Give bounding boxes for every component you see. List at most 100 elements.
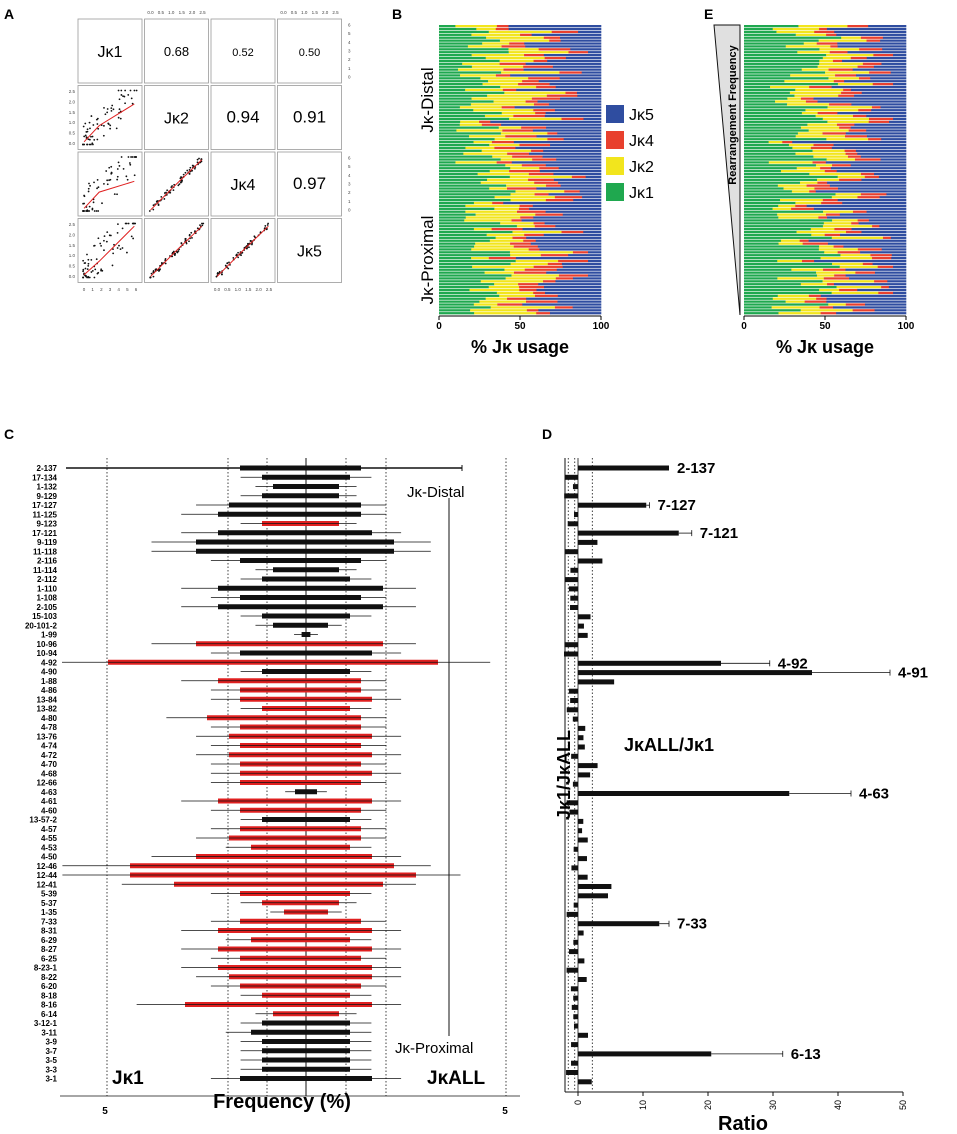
bar-segment-Jκ1 [744,230,797,234]
right-tick-label: 5 [348,31,351,36]
legend-label: Jκ4 [629,133,654,150]
scatter-point [96,179,99,181]
ratio-bar [571,753,578,759]
bar-segment-Jκ2 [499,59,534,63]
top-tick-label: 0.5 [291,10,298,15]
y-label-distal: Jκ-Distal [418,67,437,132]
bar-segment-Jκ5 [524,42,602,45]
bar-segment-Jκ2 [797,51,831,54]
scatter-point [96,272,99,275]
bar-segment-Jκ5 [516,88,602,92]
bar-segment-Jκ2 [801,68,829,71]
scatter-point [123,95,126,98]
bar-segment-Jκ2 [473,228,492,231]
bottom-tick-label: 6 [135,287,138,292]
bar-segment-Jκ4 [845,152,858,155]
bar-segment-Jκ4 [834,228,852,231]
bar-segment-Jκ1 [744,54,827,57]
bottom-tick-label: 5 [126,287,129,292]
bar-segment-Jκ1 [439,262,511,266]
bar-segment-Jκ2 [510,193,535,196]
scatter-point [191,169,194,172]
bar-segment-Jκ4 [829,103,852,106]
panel-e-stacked-usage: 0 50 100 % Jκ usage Rearrangement Frequency [713,24,915,357]
bar-segment-Jκ2 [484,114,514,118]
bar-segment-Jκ5 [845,132,907,135]
bar-segment-Jκ1 [439,309,471,312]
ratio-bar [578,530,679,536]
frequency-triangle [713,24,741,316]
ratio-bar [578,818,584,824]
bar-segment-Jκ1 [744,170,782,173]
scatter-point [96,117,99,120]
bar-segment-Jκ2 [796,167,821,170]
bar-segment-Jκ1 [744,94,795,97]
bar-segment-Jκ1 [439,230,513,234]
ratio-bar [578,502,647,508]
bar-segment-Jκ1 [744,219,833,222]
scatter-point [184,238,187,240]
ratio-bar [565,577,578,583]
bar-segment-Jκ1 [439,56,487,60]
bar-segment-Jκ1 [439,129,457,132]
bar-segment-Jκ1 [744,283,802,286]
scatter-point [249,240,252,242]
scatter-point [103,106,105,109]
bar-segment-Jκ4 [848,129,867,132]
bar-segment-Jκ1 [744,42,805,45]
scatter-point [87,187,90,190]
bar-segment-Jκ1 [744,152,796,155]
ratio-bar [573,995,578,1001]
bar-segment-Jκ1 [744,143,790,147]
right-tick-label: 0 [348,75,351,80]
gene-label: 1-110 [37,584,58,593]
bar-segment-Jκ2 [822,280,875,283]
left-tick-label: 1.5 [69,110,76,115]
scatter-point [93,210,96,212]
scatter-point [87,265,90,267]
bar-segment-Jκ2 [475,213,536,216]
scatter-point [132,237,135,240]
bar-segment-Jκ1 [744,135,796,138]
bar-segment-Jκ4 [533,291,546,295]
bar-segment-Jκ2 [772,207,792,210]
bar-segment-Jκ1 [744,77,829,80]
scatter-point [106,179,109,182]
bar-segment-Jκ4 [862,262,873,266]
bar-segment-Jκ4 [547,262,563,266]
x-axis-title: Frequency (%) [213,1091,351,1113]
bar-segment-Jκ1 [439,51,509,54]
bar-segment-Jκ5 [538,309,602,312]
ratio-bar [573,846,578,852]
bar-segment-Jκ2 [465,204,520,208]
bar-segment-Jκ2 [515,190,565,193]
scatter-point [90,258,93,261]
bar-segment-Jκ2 [494,196,556,199]
scatter-point [184,171,187,174]
scatter-point [124,89,127,92]
bar-segment-Jκ1 [744,167,798,170]
bar-segment-Jκ2 [482,42,510,45]
bar-segment-Jκ2 [825,71,870,74]
bar-segment-Jκ2 [505,277,557,280]
scatter-point [129,163,132,166]
left-tick-label: 1.5 [69,243,76,248]
bar-segment-Jκ5 [827,242,907,245]
bar-segment-Jκ4 [843,88,852,92]
ratio-bar [578,1032,589,1038]
gene-label: 4-63 [41,788,58,797]
scatter-point [160,261,163,264]
gene-label: 17-121 [32,529,57,538]
bar-segment-Jκ1 [439,48,509,51]
bar-segment-Jκ1 [744,222,825,225]
scatter-point [86,128,89,131]
scatter-point [198,157,200,160]
bar-segment-Jκ5 [525,62,602,65]
scatter-points [82,89,138,146]
bar-segment-Jκ1 [439,306,491,309]
bar-segment-Jκ4 [822,132,847,135]
scatter-point [218,270,221,273]
bar-segment-Jκ1 [439,74,461,77]
bar-segment-Jκ2 [481,149,532,152]
bar-segment-Jκ1 [439,54,472,57]
